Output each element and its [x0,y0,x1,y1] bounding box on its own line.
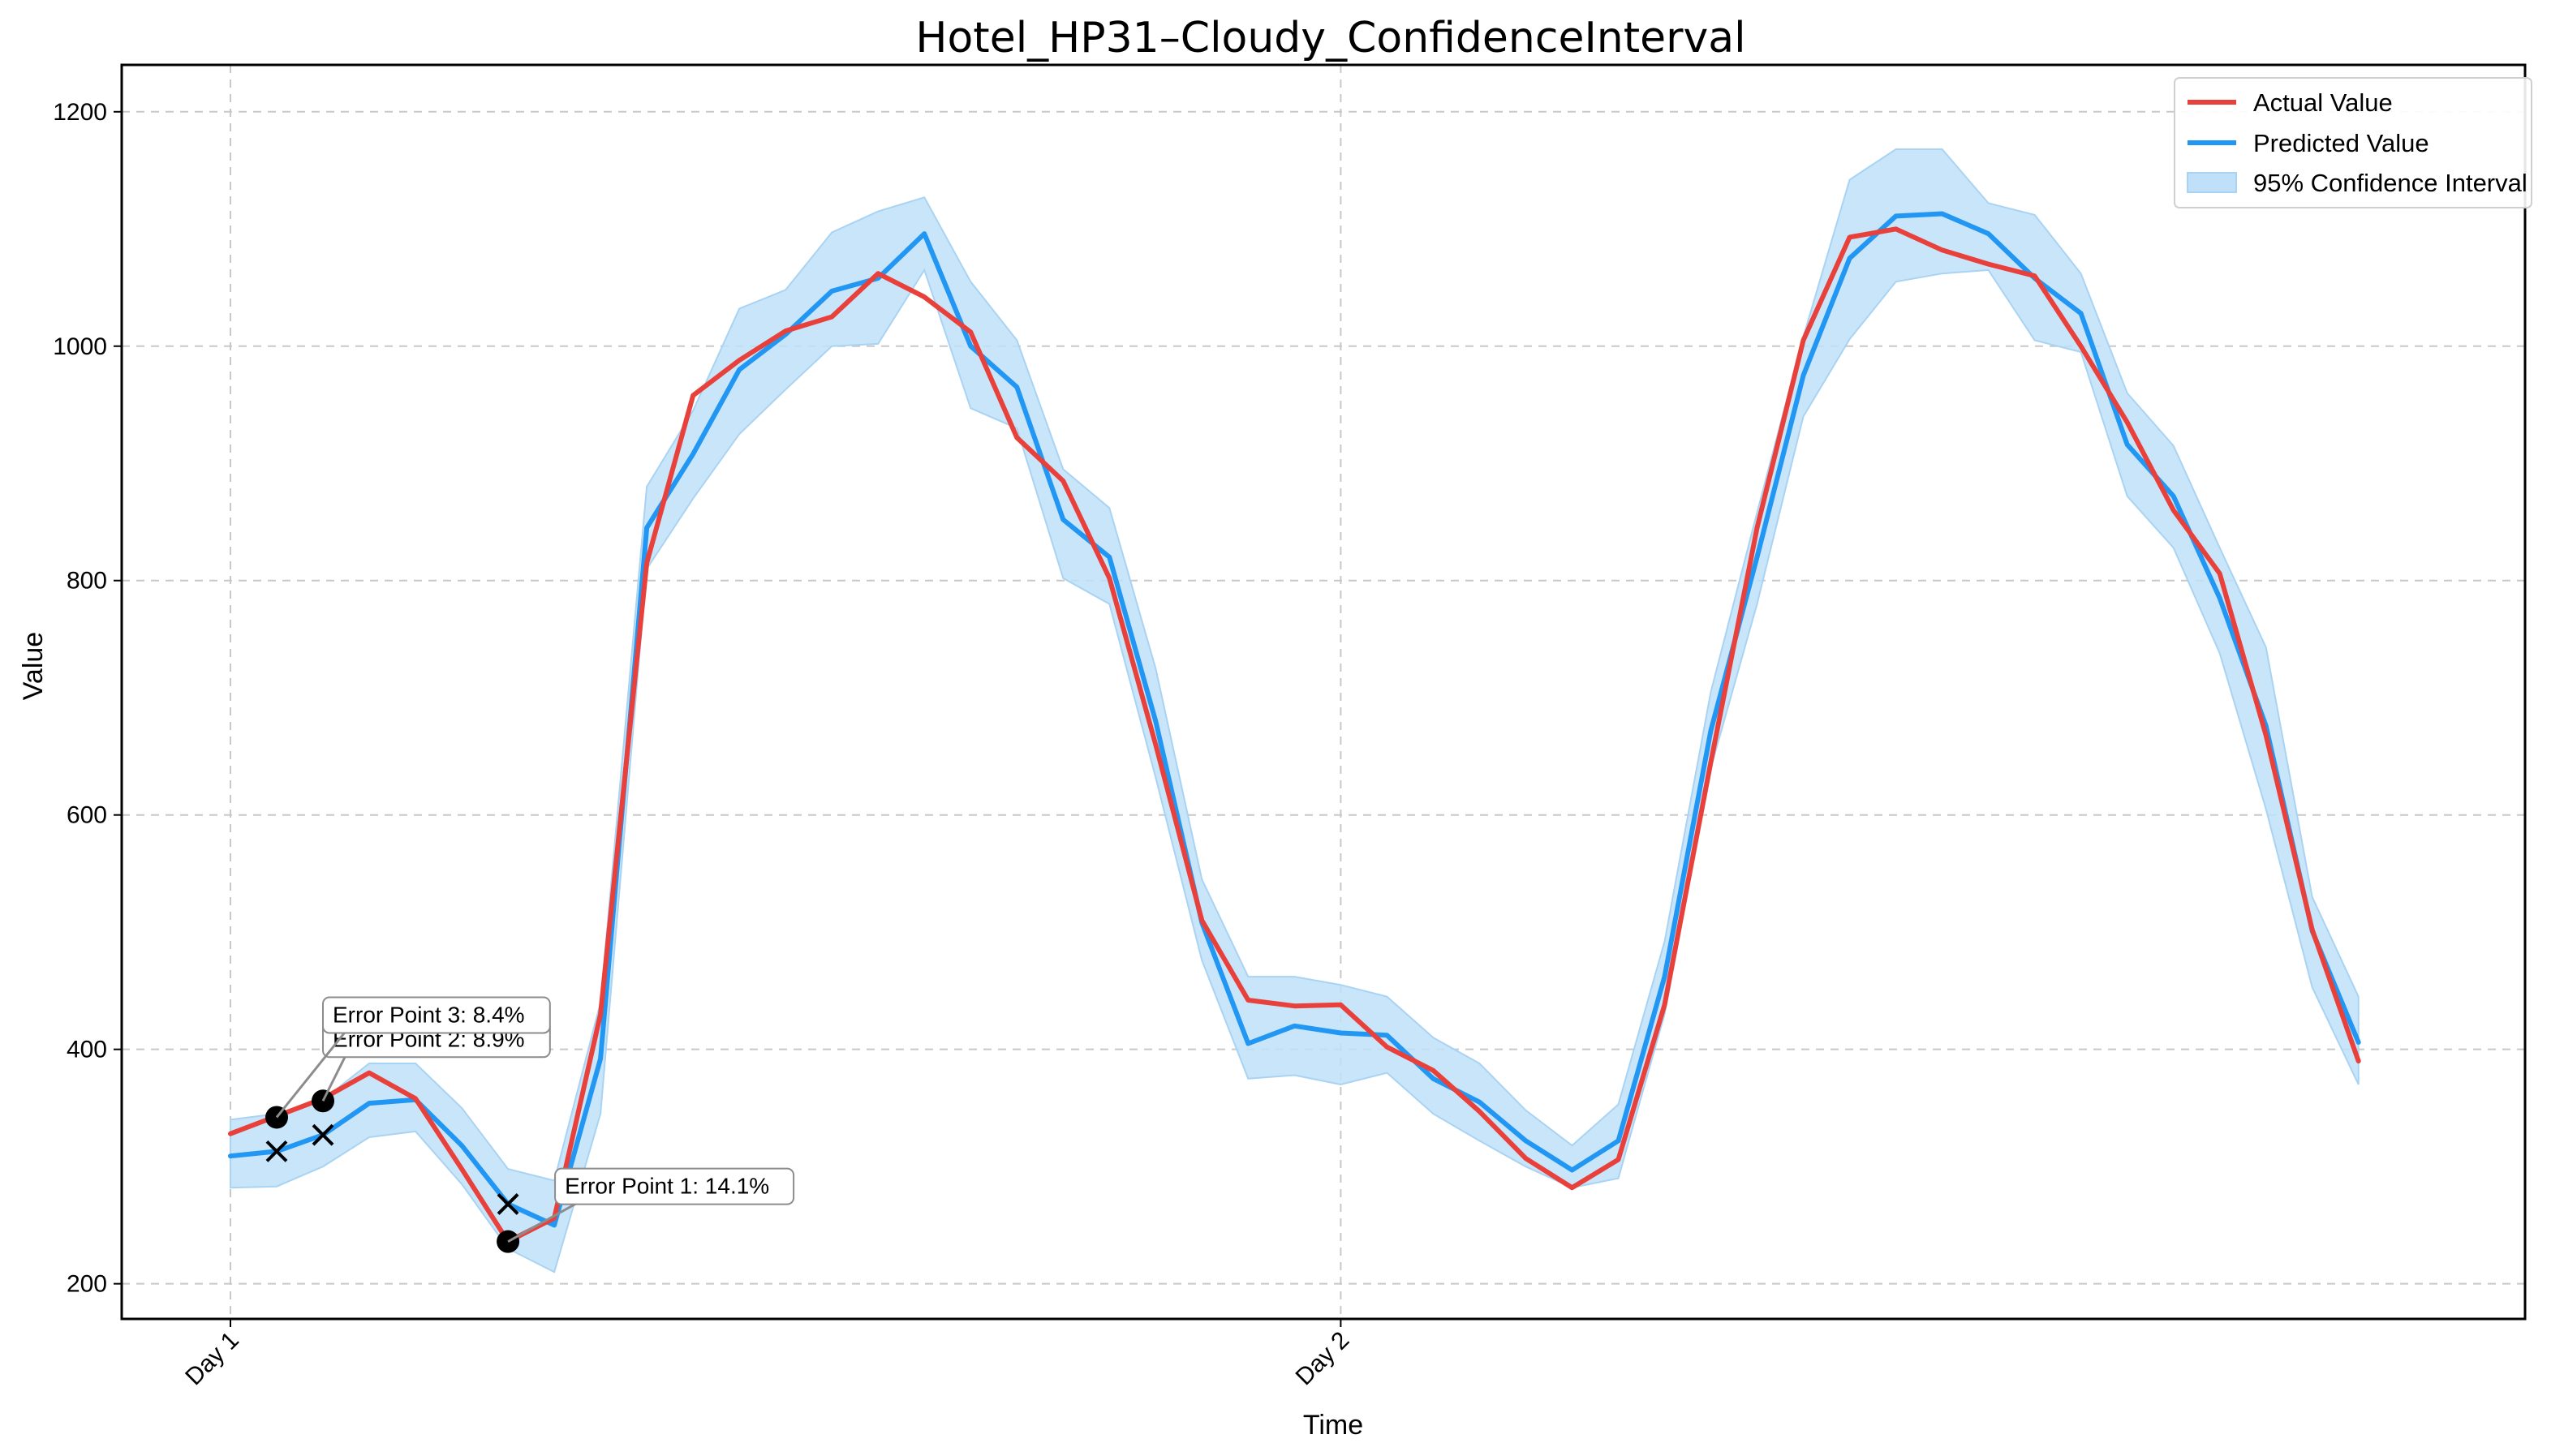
legend-predicted-label: Predicted Value [2253,129,2429,157]
legend-ci-label: 95% Confidence Interval [2253,169,2527,197]
error-annotations: Error Point 1: 14.1%Error Point 2: 8.9%E… [275,996,795,1243]
error-point-3-label: Error Point 3: 8.4% [333,1002,525,1027]
confidence-interval-band [230,148,2360,1273]
y-tick-label-600: 600 [67,802,107,829]
y-tick-label-200: 200 [67,1271,107,1298]
series-line-actual [228,226,2361,1244]
y-tick-label-800: 800 [67,568,107,595]
legend-box [2174,77,2532,208]
y-axis-label: Value [18,632,49,700]
y-tick-label-400: 400 [67,1037,107,1063]
legend-ci-swatch [2187,172,2237,193]
chart-title: Hotel_HP31–Cloudy_ConfidenceInterval [915,14,1745,62]
error-point-3-label-box [322,996,551,1034]
plot-area-frame [120,63,2527,1321]
confidence-interval-area [230,148,2360,1273]
error-markers [265,1089,520,1253]
y-axis-ticks: 200 400 600 800 1000 1200 [53,99,122,1298]
error-point-3-predicted-marker [265,1140,288,1162]
error-point-1-predicted-marker [497,1192,519,1215]
series-lines [228,211,2361,1244]
error-point-1-leader-line [507,1201,579,1243]
legend: Actual Value Predicted Value 95% Confide… [2174,77,2532,208]
error-point-1-label-box [554,1167,795,1205]
error-point-2-leader-line [321,1054,347,1102]
y-tick-label-1200: 1200 [53,99,107,126]
legend-actual-label: Actual Value [2253,88,2393,117]
x-axis-label: Time [1303,1410,1363,1441]
error-point-3-leader-line [275,1030,347,1119]
y-tick-label-1000: 1000 [53,333,107,360]
series-line-predicted [228,211,2361,1228]
error-point-1-label: Error Point 1: 14.1% [565,1174,769,1199]
error-point-2-predicted-marker [312,1123,334,1146]
